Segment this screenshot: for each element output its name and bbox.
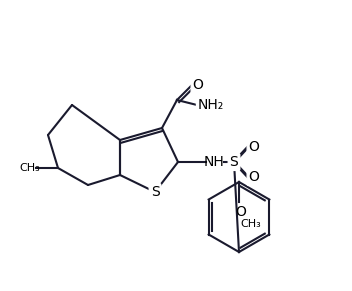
Text: S: S: [151, 185, 159, 199]
Text: CH₃: CH₃: [241, 219, 262, 229]
Text: CH₃: CH₃: [20, 163, 40, 173]
Text: O: O: [235, 205, 246, 219]
Text: S: S: [230, 155, 238, 169]
Text: NH: NH: [203, 155, 224, 169]
Text: O: O: [193, 78, 203, 92]
Text: O: O: [249, 140, 259, 154]
Text: O: O: [249, 170, 259, 184]
Text: NH₂: NH₂: [198, 98, 224, 112]
